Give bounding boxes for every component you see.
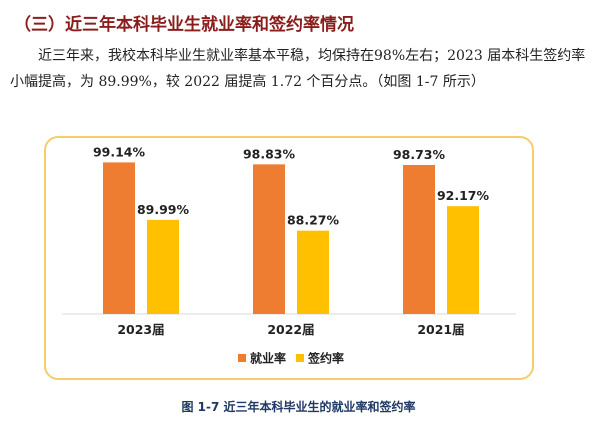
data-label: 99.14% [93,144,146,159]
data-label: 88.27% [287,213,340,228]
bar-employment-2 [403,164,435,314]
section-heading: （三）近三年本科毕业生就业率和签约率情况 [14,15,354,35]
legend-swatch [238,354,246,362]
bar-signing-1 [297,230,329,314]
bar-employment-1 [253,164,285,314]
data-label: 98.83% [243,146,296,161]
bar-signing-2 [447,206,479,314]
data-label: 89.99% [137,202,190,217]
legend-label: 签约率 [307,351,344,366]
bar-employment-0 [103,162,135,314]
figure-caption: 图 1-7 近三年本科毕业生的就业率和签约率 [181,400,416,414]
section-paragraph: 近三年来，我校本科毕业生就业率基本平稳，均保持在98%左右；2023 届本科生签… [10,48,586,90]
category-label: 2023届 [117,322,164,337]
category-label: 2022届 [267,322,314,337]
bar-signing-0 [147,219,179,314]
category-label: 2021届 [417,322,464,337]
data-label: 98.73% [393,147,446,162]
data-label: 92.17% [437,188,490,203]
legend-swatch [296,354,304,362]
legend-label: 就业率 [250,351,286,366]
